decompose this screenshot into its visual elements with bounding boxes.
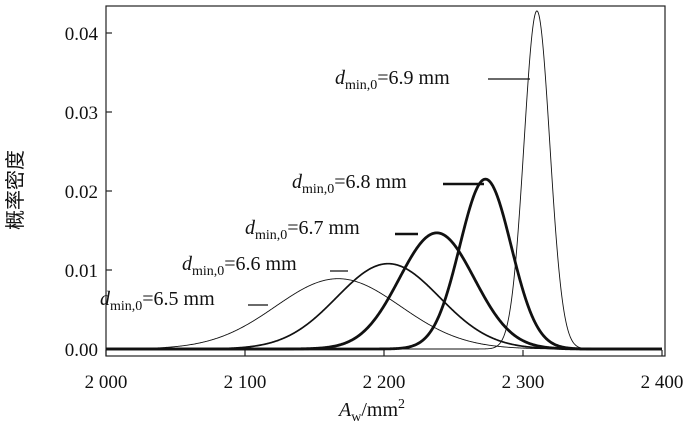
curve-label-6-8-mm: dmin,0=6.8 mm [292, 171, 407, 197]
y-tick-label: 0.01 [65, 261, 98, 282]
curve-label-6-7-mm: dmin,0=6.7 mm [245, 217, 360, 243]
x-axis-title-rest: /mm [361, 399, 398, 421]
x-tick-label: 2 300 [502, 372, 545, 393]
x-axis-ticks: 2 000 2 100 2 200 2 300 2 400 [85, 350, 684, 393]
density-curves [105, 10, 663, 351]
y-axis-ticks: 0.00 0.01 0.02 0.03 0.04 [65, 24, 112, 361]
x-tick-label: 2 100 [224, 372, 267, 393]
plot-area-border [105, 5, 666, 357]
x-axis-title-sup: 2 [398, 397, 405, 412]
curve-label-6-5-mm: dmin,0=6.5 mm [100, 288, 215, 314]
x-axis-title: Aw/mm2 [337, 397, 405, 425]
curve-label-6-6-mm: dmin,0=6.6 mm [182, 253, 297, 279]
x-tick-label: 2 200 [363, 372, 406, 393]
density-curve-6-9-mm [106, 10, 662, 350]
y-tick-label: 0.02 [65, 182, 98, 203]
curve-annotations: dmin,0=6.5 mm dmin,0=6.6 mm dmin,0=6.7 mm d… [100, 67, 530, 314]
curve-label-6-9-mm: dmin,0=6.9 mm [335, 67, 450, 93]
y-tick-label: 0.00 [65, 340, 98, 361]
x-axis-title-sub: w [351, 410, 362, 425]
x-axis-title-main: A [337, 399, 352, 421]
y-tick-label: 0.04 [65, 24, 99, 45]
plot-frame [105, 5, 666, 357]
y-tick-label: 0.03 [65, 103, 98, 124]
x-tick-label: 2 400 [641, 372, 684, 393]
y-axis-title: 概率密度 [4, 150, 27, 230]
x-tick-label: 2 000 [85, 372, 128, 393]
